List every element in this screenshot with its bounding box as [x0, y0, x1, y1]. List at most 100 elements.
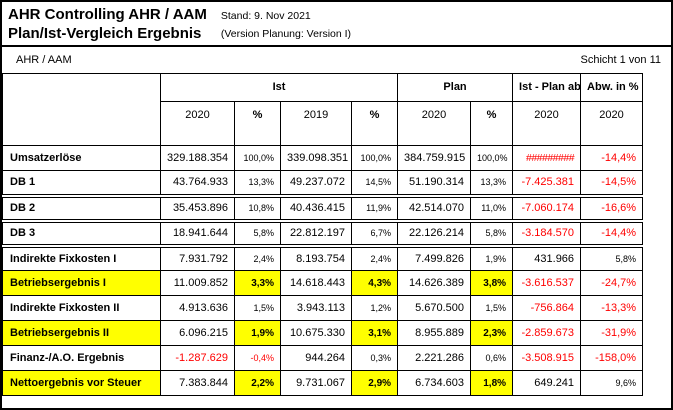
value-cell-percent: 11,9%	[350, 193, 399, 221]
report-title: AHR Controlling AHR / AAM Plan/Ist-Vergl…	[8, 5, 207, 43]
table-row: DB 2 35.453.896 10,8% 40.436.415 11,9% 42.514…	[2, 193, 644, 221]
value-cell: -16,6%	[580, 193, 644, 221]
value-cell-percent: 4,3%	[350, 270, 399, 296]
value-cell-percent: 13,3%	[470, 170, 514, 196]
value-cell: -158,0%	[580, 345, 644, 371]
value-cell-percent: 2,4%	[234, 243, 281, 271]
value-cell: 22.126.214	[397, 218, 472, 246]
value-cell: 649.241	[512, 370, 582, 396]
plan-ist-table: Ist Plan Ist - Plan absolut Abw. in % 20…	[2, 73, 644, 396]
report-title-line1: AHR Controlling AHR / AAM	[8, 6, 207, 23]
table-row: Indirekte Fixkosten I 7.931.792 2,4% 8.193.…	[2, 243, 644, 271]
report-title-meta: Stand: 9. Nov 2021 (Version Planung: Ver…	[221, 7, 351, 43]
report-page-indicator: Schicht 1 von 11	[580, 54, 661, 66]
value-cell: 7.931.792	[160, 243, 235, 271]
column-group-plan: Plan	[397, 73, 514, 102]
value-cell: -13,3%	[580, 295, 644, 321]
value-cell-percent: 10,8%	[234, 193, 281, 221]
table-row: Indirekte Fixkosten II 4.913.636 1,5% 3.943…	[2, 295, 644, 321]
subheader-ist-2019: 2019	[280, 101, 352, 146]
value-cell: 2.221.286	[397, 345, 472, 371]
value-cell: -24,7%	[580, 270, 644, 296]
value-cell: 14.618.443	[280, 270, 352, 296]
value-cell: 329.188.354	[160, 145, 235, 171]
subheader-ist-2019-pct: %	[350, 101, 399, 146]
value-cell: -31,9%	[580, 320, 644, 346]
value-cell-percent: 100,0%	[234, 145, 281, 171]
row-label: Betriebsergebnis II	[2, 320, 161, 346]
report-scope: AHR / AAM	[16, 54, 72, 66]
subheader-plan-2020: 2020	[397, 101, 472, 146]
value-cell: 6.096.215	[160, 320, 235, 346]
value-cell-percent: 1,9%	[470, 243, 514, 271]
value-cell-percent: 3,8%	[470, 270, 514, 296]
value-cell: 8.955.889	[397, 320, 472, 346]
value-cell-percent: 1,9%	[234, 320, 281, 346]
value-cell: 384.759.915	[397, 145, 472, 171]
column-group-row: Ist Plan Ist - Plan absolut Abw. in %	[2, 73, 644, 146]
report-version: (Version Planung: Version I)	[220, 28, 352, 40]
value-cell-percent: 0,3%	[350, 345, 399, 371]
value-cell: 3.943.113	[280, 295, 352, 321]
value-cell-percent: 2,3%	[470, 320, 514, 346]
row-label: Umsatzerlöse	[2, 145, 161, 171]
row-label: DB 1	[2, 170, 161, 196]
value-cell: 6.734.603	[397, 370, 472, 396]
table-row: Finanz-/A.O. Ergebnis -1.287.629 -0,4% 944.…	[2, 345, 644, 371]
value-cell-percent: 100,0%	[350, 145, 399, 171]
value-cell-percent: 2,2%	[234, 370, 281, 396]
row-label: DB 2	[2, 193, 161, 221]
value-cell: -7.425.381	[512, 170, 582, 196]
value-cell-percent: 3,1%	[350, 320, 399, 346]
value-cell: 11.009.852	[160, 270, 235, 296]
row-label: Finanz-/A.O. Ergebnis	[2, 345, 161, 371]
value-cell-percent: 1,5%	[234, 295, 281, 321]
report-date: Stand: 9. Nov 2021	[220, 10, 311, 22]
row-label: Indirekte Fixkosten II	[2, 295, 161, 321]
value-cell-percent: 1,8%	[470, 370, 514, 396]
value-cell: -2.859.673	[512, 320, 582, 346]
table-row: Betriebsergebnis I 11.009.852 3,3% 14.618.4…	[2, 270, 644, 296]
table-row: DB 1 43.764.933 13,3% 49.237.072 14,5% 51.190…	[2, 170, 644, 196]
value-cell-percent: -0,4%	[234, 345, 281, 371]
subheader-ist-2020-pct: %	[234, 101, 281, 146]
subheader-abw-2020: 2020	[580, 101, 644, 146]
report-title-block: AHR Controlling AHR / AAM Plan/Ist-Vergl…	[2, 2, 671, 47]
value-cell: 9,6%	[580, 370, 644, 396]
value-cell-percent: 3,3%	[234, 270, 281, 296]
row-label: Nettoergebnis vor Steuer	[2, 370, 161, 396]
subheader-istplan-2020: 2020	[512, 101, 582, 146]
value-cell-percent: 11,0%	[470, 193, 514, 221]
subheader-plan-pct: %	[470, 101, 514, 146]
value-cell-percent: 6,7%	[350, 218, 399, 246]
table-row: DB 3 18.941.644 5,8% 22.812.197 6,7% 22.126.2…	[2, 218, 644, 246]
value-cell: -1.287.629	[160, 345, 235, 371]
value-cell-percent: 5,8%	[234, 218, 281, 246]
value-cell: 49.237.072	[280, 170, 352, 196]
value-cell: 14.626.389	[397, 270, 472, 296]
value-cell: 5.670.500	[397, 295, 472, 321]
column-subheader-row: 2020 % 2019 % 2020 % 2020 2020	[3, 101, 644, 146]
value-cell: 9.731.067	[280, 370, 352, 396]
value-cell-percent: 100,0%	[470, 145, 514, 171]
value-cell: 10.675.330	[280, 320, 352, 346]
value-cell-percent: 5,8%	[470, 218, 514, 246]
value-cell-percent: 1,5%	[470, 295, 514, 321]
row-label: Indirekte Fixkosten I	[2, 243, 161, 271]
value-cell: 5,8%	[580, 243, 644, 271]
value-cell: -3.508.915	[512, 345, 582, 371]
value-cell: 431.966	[512, 243, 582, 271]
row-label-header	[2, 73, 161, 146]
value-cell: 7.383.844	[160, 370, 235, 396]
table-row: Nettoergebnis vor Steuer 7.383.844 2,2% 9.7…	[2, 370, 644, 396]
table-row: Betriebsergebnis II 6.096.215 1,9% 10.675.3…	[2, 320, 644, 346]
report-title-line2: Plan/Ist-Vergleich Ergebnis	[8, 25, 202, 42]
value-cell: 35.453.896	[160, 193, 235, 221]
value-cell-percent: 0,6%	[470, 345, 514, 371]
value-cell: -3.616.537	[512, 270, 582, 296]
value-cell: 7.499.826	[397, 243, 472, 271]
value-cell: 51.190.314	[397, 170, 472, 196]
row-label: DB 3	[2, 218, 161, 246]
value-cell: 40.436.415	[280, 193, 352, 221]
